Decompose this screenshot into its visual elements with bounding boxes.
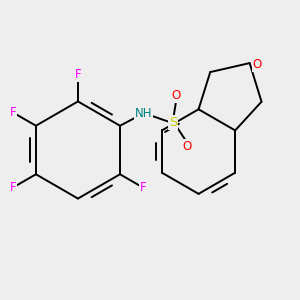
Text: O: O bbox=[172, 89, 181, 103]
Text: S: S bbox=[169, 116, 177, 129]
Text: O: O bbox=[253, 58, 262, 71]
Text: F: F bbox=[10, 106, 16, 119]
Text: O: O bbox=[183, 140, 192, 153]
Text: F: F bbox=[75, 68, 81, 81]
Text: F: F bbox=[140, 181, 146, 194]
Text: NH: NH bbox=[135, 107, 152, 120]
Text: F: F bbox=[10, 181, 16, 194]
